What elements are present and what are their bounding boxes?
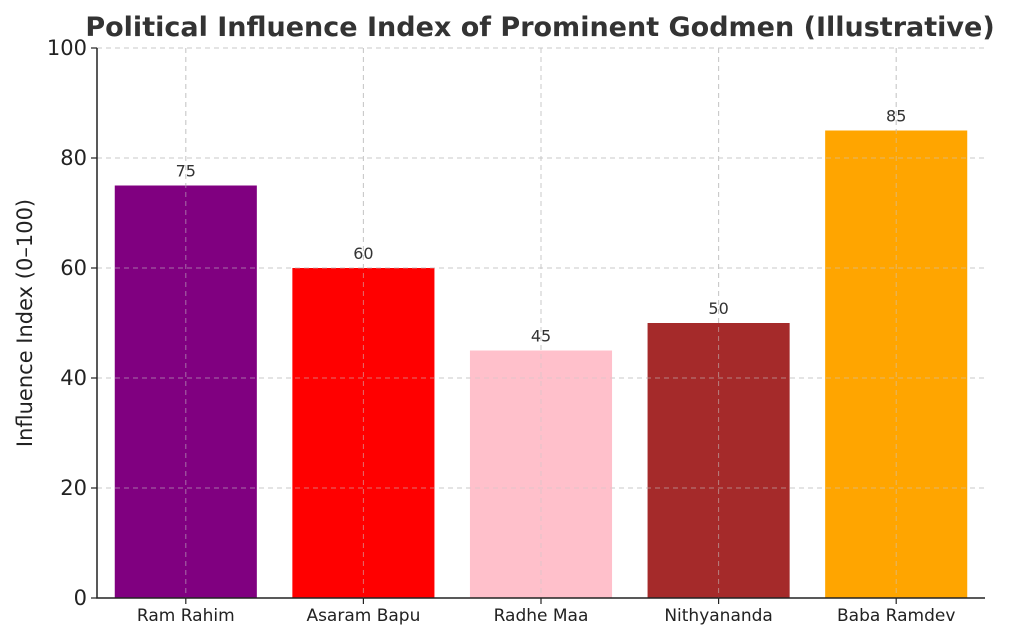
y-tick-labels: 0 20 40 60 80 100 xyxy=(47,36,97,610)
x-tick-label: Radhe Maa xyxy=(494,606,589,626)
chart-title: Political Influence Index of Prominent G… xyxy=(85,12,994,43)
y-tick-label: 100 xyxy=(47,36,87,60)
x-tick-label: Ram Rahim xyxy=(137,606,235,626)
y-tick-label: 80 xyxy=(60,146,87,170)
y-tick-label: 60 xyxy=(60,256,87,280)
y-axis-label: Influence Index (0–100) xyxy=(13,199,37,447)
bar xyxy=(292,268,435,598)
y-tick-label: 20 xyxy=(60,476,87,500)
data-label: 50 xyxy=(708,299,728,318)
data-label: 60 xyxy=(353,244,373,263)
x-tick-label: Baba Ramdev xyxy=(837,606,955,626)
x-tick-labels: Ram Rahim Asaram Bapu Radhe Maa Nithyananda… xyxy=(137,598,955,626)
x-tick-label: Nithyananda xyxy=(664,606,773,626)
data-label: 75 xyxy=(176,162,196,181)
y-tick-label: 40 xyxy=(60,366,87,390)
y-tick-label: 0 xyxy=(74,586,87,610)
x-tick-label: Asaram Bapu xyxy=(306,606,420,626)
